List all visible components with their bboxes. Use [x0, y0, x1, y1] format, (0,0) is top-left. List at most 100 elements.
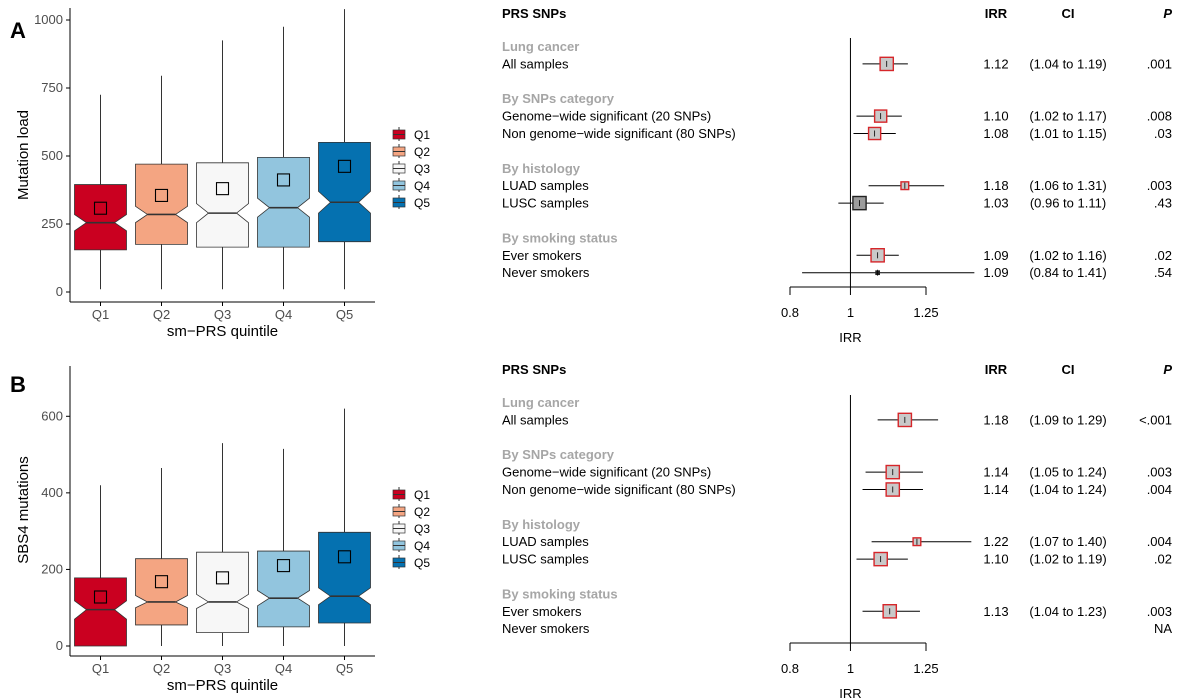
box-q5: Q5 [318, 9, 371, 322]
row-ci: (1.04 to 1.24) [1029, 482, 1106, 497]
forest-row: LUAD samples 1.22 (1.07 to 1.40) .004 [502, 534, 1172, 549]
row-irr: 1.22 [983, 534, 1008, 549]
boxplot-sbs4-mutations: 0 200 400 600 SBS4 mutations Q1 Q2 Q3 Q4 Q5 sm−PRS… [15, 366, 375, 694]
row-p: .003 [1147, 465, 1172, 480]
box-q3: Q3 [196, 443, 249, 676]
section-label: By histology [502, 161, 581, 176]
legend-item: Q2 [392, 144, 430, 159]
row-ci: (1.04 to 1.23) [1029, 604, 1106, 619]
row-label: Genome−wide significant (20 SNPs) [502, 465, 711, 480]
row-p: .008 [1147, 109, 1172, 124]
y-tick-label: 0 [56, 284, 63, 299]
row-irr: 1.09 [983, 248, 1008, 263]
mean-marker [337, 159, 352, 173]
section-label: By SNPs category [502, 91, 615, 106]
legend-label: Q5 [414, 556, 430, 570]
forest-plot: PRS SNPs IRR CI P Lung cancer All samples 1.12… [502, 6, 1172, 345]
notched-box [196, 551, 249, 633]
row-irr: 1.18 [983, 412, 1008, 427]
row-p: .001 [1147, 56, 1172, 71]
x-axis-label: IRR [839, 686, 861, 699]
x-axis-label: IRR [839, 330, 861, 345]
row-ci: (1.01 to 1.15) [1029, 126, 1106, 141]
row-p: NA [1154, 621, 1172, 636]
box-q4: Q4 [257, 26, 310, 322]
header-snps: PRS SNPs [502, 6, 566, 21]
row-ci: (0.84 to 1.41) [1029, 265, 1106, 280]
notched-box [74, 577, 127, 647]
row-p: .54 [1154, 265, 1172, 280]
panel-label: A [10, 18, 26, 43]
row-irr: 1.14 [983, 465, 1008, 480]
row-label: Ever smokers [502, 604, 582, 619]
row-p: .003 [1147, 178, 1172, 193]
forest-row: Never smokers NA [502, 621, 1172, 636]
legend-label: Q4 [414, 179, 430, 193]
x-tick-label: Q4 [275, 661, 292, 676]
forest-row: Never smokers 1.09 (0.84 to 1.41) .54 [502, 265, 1172, 280]
legend-label: Q1 [414, 128, 430, 142]
row-p: .02 [1154, 552, 1172, 567]
panel-label: B [10, 372, 26, 397]
mean-marker [276, 559, 291, 573]
section-label: By smoking status [502, 586, 618, 601]
box-q1: Q1 [74, 485, 127, 676]
legend-item: Q4 [392, 538, 430, 553]
row-label: Genome−wide significant (20 SNPs) [502, 109, 711, 124]
row-label: Non genome−wide significant (80 SNPs) [502, 482, 736, 497]
section-label: By smoking status [502, 230, 618, 245]
y-tick-label: 750 [41, 80, 63, 95]
y-tick-label: 400 [41, 485, 63, 500]
box-q2: Q2 [135, 75, 188, 322]
x-tick-label: 1.25 [913, 661, 938, 676]
row-ci: (1.04 to 1.19) [1029, 56, 1106, 71]
box-q4: Q4 [257, 448, 310, 676]
forest-row: All samples 1.18 (1.09 to 1.29) <.001 [502, 412, 1172, 427]
legend-label: Q2 [414, 145, 430, 159]
forest-row: LUAD samples 1.18 (1.06 to 1.31) .003 [502, 178, 1172, 193]
row-irr: 1.14 [983, 482, 1008, 497]
mean-marker [337, 550, 352, 564]
legend-label: Q3 [414, 522, 430, 536]
row-label: All samples [502, 412, 569, 427]
notched-box [74, 184, 127, 251]
row-label: LUSC samples [502, 552, 589, 567]
row-irr: 1.18 [983, 178, 1008, 193]
box-q1: Q1 [74, 94, 127, 322]
forest-row: LUSC samples 1.10 (1.02 to 1.19) .02 [502, 552, 1172, 567]
x-tick-label: Q5 [336, 307, 353, 322]
forest-row: LUSC samples 1.03 (0.96 to 1.11) .43 [502, 196, 1172, 211]
panel-a: A 0 250 500 750 1000 Mutation load Q1 Q2 Q3 Q4 Q5 s… [10, 6, 1172, 345]
x-tick-label: Q2 [153, 661, 170, 676]
row-p: .004 [1147, 482, 1172, 497]
row-irr: 1.08 [983, 126, 1008, 141]
y-tick-label: 250 [41, 216, 63, 231]
box-q5: Q5 [318, 408, 371, 676]
section-label: By SNPs category [502, 447, 615, 462]
header-snps: PRS SNPs [502, 362, 566, 377]
row-label: LUAD samples [502, 534, 589, 549]
y-tick-label: 0 [56, 638, 63, 653]
row-p: .03 [1154, 126, 1172, 141]
mean-marker [154, 575, 169, 589]
row-irr: 1.09 [983, 265, 1008, 280]
box-q3: Q3 [196, 40, 249, 322]
x-tick-label: Q2 [153, 307, 170, 322]
row-irr: 1.10 [983, 109, 1008, 124]
x-axis-label: sm−PRS quintile [167, 677, 278, 694]
legend-label: Q5 [414, 196, 430, 210]
y-axis-label: SBS4 mutations [15, 456, 32, 564]
x-tick-label: Q4 [275, 307, 292, 322]
forest-row: All samples 1.12 (1.04 to 1.19) .001 [502, 56, 1172, 71]
x-tick-label: Q1 [92, 307, 109, 322]
row-label: Non genome−wide significant (80 SNPs) [502, 126, 736, 141]
row-ci: (1.02 to 1.19) [1029, 552, 1106, 567]
legend-item: Q1 [392, 487, 430, 502]
row-ci: (0.96 to 1.11) [1030, 196, 1106, 211]
row-label: LUSC samples [502, 196, 589, 211]
x-tick-label: Q3 [214, 661, 231, 676]
row-ci: (1.02 to 1.16) [1029, 248, 1106, 263]
header-irr: IRR [985, 6, 1008, 21]
forest-row: Ever smokers 1.09 (1.02 to 1.16) .02 [502, 248, 1172, 263]
legend-item: Q2 [392, 504, 430, 519]
